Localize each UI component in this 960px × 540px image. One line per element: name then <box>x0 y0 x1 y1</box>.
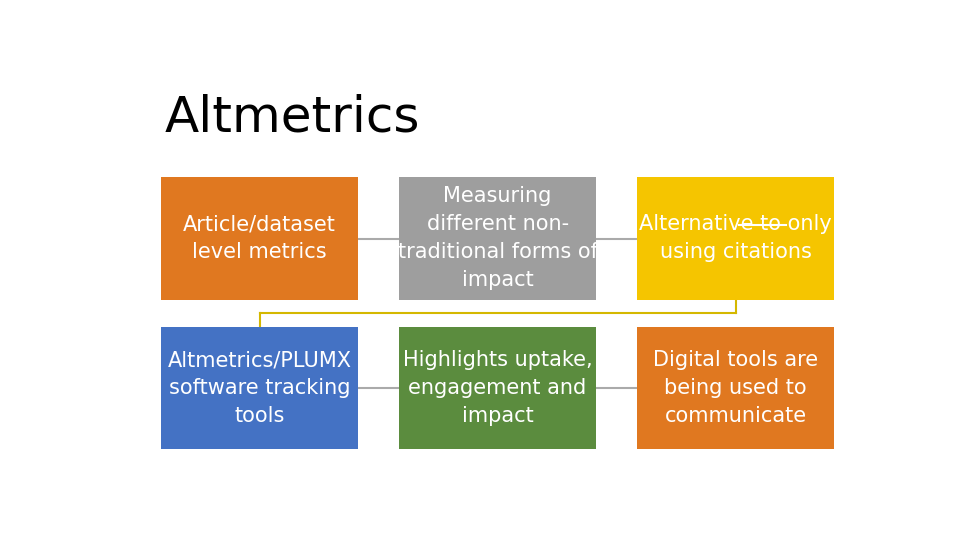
Text: Highlights uptake,
engagement and
impact: Highlights uptake, engagement and impact <box>403 350 592 426</box>
Bar <box>161 177 358 300</box>
Text: Article/dataset
level metrics: Article/dataset level metrics <box>183 214 336 262</box>
Text: Altmetrics/PLUMX
software tracking
tools: Altmetrics/PLUMX software tracking tools <box>167 350 351 426</box>
Text: Digital tools are
being used to
communicate: Digital tools are being used to communic… <box>653 350 818 426</box>
Text: Measuring
different non-
traditional forms of
impact: Measuring different non- traditional for… <box>397 186 597 291</box>
Bar <box>637 177 834 300</box>
Bar <box>637 327 834 449</box>
Bar <box>399 327 596 449</box>
Bar <box>399 177 596 300</box>
Bar <box>161 327 358 449</box>
Text: Alternative to only
using citations: Alternative to only using citations <box>639 214 832 262</box>
Text: Altmetrics: Altmetrics <box>165 94 420 142</box>
